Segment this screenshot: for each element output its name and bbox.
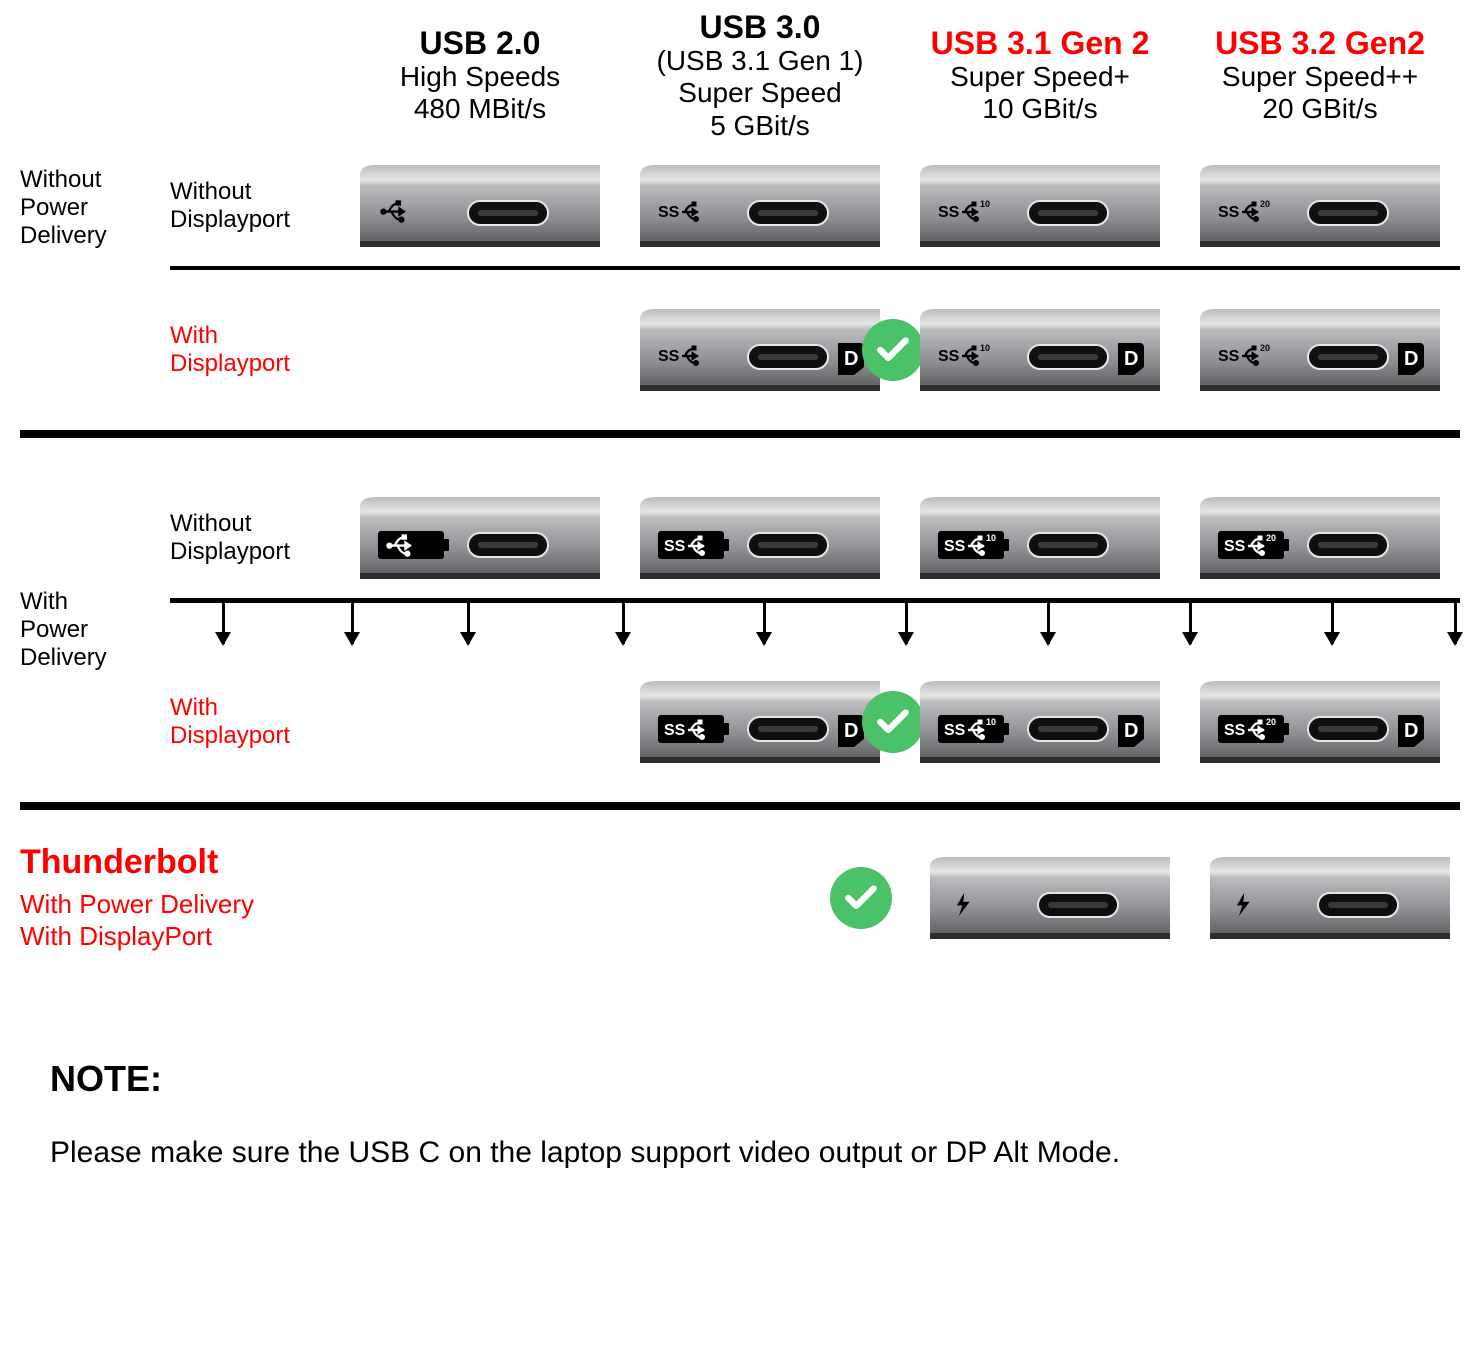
usb-port-icon: SS D <box>640 309 880 391</box>
thunderbolt-check-cell <box>620 838 910 958</box>
svg-text:SS: SS <box>664 722 686 739</box>
col2-title: USB 3.1 Gen 2 <box>931 26 1150 61</box>
svg-text:SS: SS <box>944 538 966 555</box>
svg-text:D: D <box>1124 348 1138 370</box>
svg-text:20: 20 <box>1260 199 1270 209</box>
note-body: Please make sure the USB C on the laptop… <box>20 1136 1446 1170</box>
divider-thick <box>20 802 1460 810</box>
svg-text:SS: SS <box>944 722 966 739</box>
usb-port-icon: SS 10 D <box>920 309 1160 391</box>
svg-text:20: 20 <box>1266 717 1276 727</box>
port-cell <box>910 838 1190 958</box>
svg-text:SS: SS <box>658 348 680 365</box>
arrow-divider <box>170 598 1460 662</box>
thunderbolt-sub1: With Power Delivery <box>20 888 620 921</box>
port-cell: SS 20 <box>1180 146 1460 266</box>
note-title: NOTE: <box>20 1058 1446 1100</box>
usb-port-icon <box>360 165 600 247</box>
port-cell-empty <box>340 290 620 410</box>
svg-text:SS: SS <box>938 204 960 221</box>
usb-port-icon: SS 20 <box>1200 497 1440 579</box>
svg-text:D: D <box>1404 348 1418 370</box>
divider-thick <box>20 430 1460 438</box>
usb-port-icon: SS 20 D <box>1200 681 1440 763</box>
svg-text:SS: SS <box>1218 348 1240 365</box>
row-label-without-dp-1: Without Displayport <box>170 178 340 233</box>
usb-port-icon: SS 10 <box>920 497 1160 579</box>
svg-text:D: D <box>844 720 858 742</box>
svg-text:SS: SS <box>658 204 680 221</box>
port-cell: SS D <box>620 662 900 782</box>
col2-speed: 10 GBit/s <box>982 93 1097 125</box>
thunderbolt-title: Thunderbolt <box>20 843 620 882</box>
svg-text:D: D <box>1124 720 1138 742</box>
usb-port-icon: SS 20 D <box>1200 309 1440 391</box>
svg-text:D: D <box>844 348 858 370</box>
svg-text:10: 10 <box>986 533 996 543</box>
port-cell: SS <box>620 146 900 266</box>
svg-text:D: D <box>1404 720 1418 742</box>
port-cell <box>1190 838 1466 958</box>
group-without-pd: Without Power Delivery Without Displaypo… <box>20 146 1446 478</box>
svg-text:SS: SS <box>938 348 960 365</box>
usb-port-icon: SS 20 <box>1200 165 1440 247</box>
usb-port-icon: SS D <box>640 681 880 763</box>
col1-title: USB 3.0 <box>700 10 821 45</box>
usb-port-icon <box>930 857 1170 939</box>
col3-speed-name: Super Speed++ <box>1222 61 1418 93</box>
col3-speed: 20 GBit/s <box>1262 93 1377 125</box>
svg-text:20: 20 <box>1260 343 1270 353</box>
thunderbolt-row: Thunderbolt With Power Delivery With Dis… <box>20 838 1446 958</box>
col3-title: USB 3.2 Gen2 <box>1215 26 1425 61</box>
col0-speed-name: High Speeds <box>400 61 560 93</box>
usb-port-icon: SS <box>640 165 880 247</box>
thunderbolt-label: Thunderbolt With Power Delivery With Dis… <box>20 843 620 953</box>
port-cell: SS 10 D <box>900 662 1180 782</box>
svg-text:SS: SS <box>1224 538 1246 555</box>
svg-text:20: 20 <box>1266 533 1276 543</box>
port-cell: SS 20 D <box>1180 662 1460 782</box>
usb-port-icon <box>360 497 600 579</box>
col1-speed: 5 GBit/s <box>710 110 810 142</box>
svg-text:SS: SS <box>1224 722 1246 739</box>
row-label-with-dp-1: With Displayport <box>170 322 340 377</box>
svg-text:SS: SS <box>1218 204 1240 221</box>
row-label-without-dp-2: Without Displayport <box>170 510 340 565</box>
col2-speed-name: Super Speed+ <box>950 61 1130 93</box>
row-label-with-dp-2: With Displayport <box>170 694 340 749</box>
check-icon <box>830 867 892 929</box>
col0-speed: 480 MBit/s <box>414 93 546 125</box>
group-label-with-pd: With Power Delivery <box>20 588 170 671</box>
thunderbolt-sub2: With DisplayPort <box>20 920 620 953</box>
header-row: USB 2.0 High Speeds 480 MBit/s USB 3.0 (… <box>20 0 1446 146</box>
port-cell: SS 20 D <box>1180 290 1460 410</box>
port-cell <box>340 146 620 266</box>
col1-subtitle: (USB 3.1 Gen 1) <box>657 45 864 77</box>
usb-port-icon <box>1210 857 1450 939</box>
group-label-without-pd: Without Power Delivery <box>20 166 170 249</box>
col0-title: USB 2.0 <box>420 26 541 61</box>
port-cell: SS 10 D <box>900 290 1180 410</box>
svg-text:10: 10 <box>980 343 990 353</box>
col1-speed-name: Super Speed <box>678 77 841 109</box>
usb-port-icon: SS 10 D <box>920 681 1160 763</box>
port-cell: SS <box>620 478 900 598</box>
group-with-pd: With Power Delivery Without Displayport <box>20 478 1446 810</box>
usb-port-icon: SS 10 <box>920 165 1160 247</box>
port-cell: SS 20 <box>1180 478 1460 598</box>
svg-text:10: 10 <box>986 717 996 727</box>
port-cell-empty <box>340 662 620 782</box>
port-cell <box>340 478 620 598</box>
svg-text:SS: SS <box>664 538 686 555</box>
usb-port-icon: SS <box>640 497 880 579</box>
port-cell: SS 10 <box>900 478 1180 598</box>
port-cell: SS 10 <box>900 146 1180 266</box>
port-cell: SS D <box>620 290 900 410</box>
svg-text:10: 10 <box>980 199 990 209</box>
